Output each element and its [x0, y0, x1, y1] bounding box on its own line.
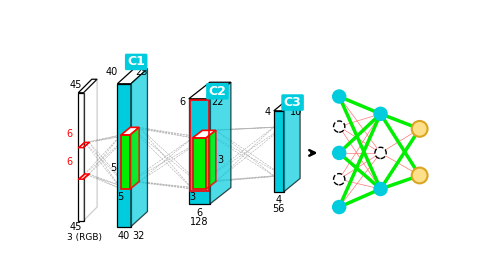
Text: C1: C1 — [127, 55, 145, 68]
Text: 3: 3 — [189, 192, 196, 201]
Polygon shape — [206, 130, 216, 189]
Text: 6: 6 — [66, 157, 72, 167]
Text: 3 (RGB): 3 (RGB) — [67, 233, 102, 242]
Circle shape — [374, 183, 387, 195]
Text: 32: 32 — [132, 231, 144, 241]
Text: 4: 4 — [275, 195, 282, 205]
Text: 40: 40 — [105, 67, 118, 77]
Polygon shape — [130, 127, 139, 189]
Text: 6: 6 — [66, 129, 72, 139]
Circle shape — [374, 107, 387, 120]
Polygon shape — [189, 82, 231, 99]
Text: 5: 5 — [117, 192, 123, 201]
Text: 6: 6 — [180, 97, 186, 107]
Bar — [189, 100, 209, 190]
Polygon shape — [78, 79, 97, 93]
Text: 10: 10 — [290, 107, 303, 117]
Circle shape — [412, 168, 427, 183]
Text: 45: 45 — [69, 222, 81, 232]
Text: 5: 5 — [110, 163, 117, 173]
Bar — [189, 99, 210, 204]
Circle shape — [334, 121, 345, 132]
FancyBboxPatch shape — [206, 83, 229, 100]
Text: 40: 40 — [118, 231, 130, 241]
Circle shape — [333, 90, 346, 103]
Polygon shape — [83, 79, 97, 221]
Text: 6: 6 — [196, 208, 203, 218]
Circle shape — [334, 174, 345, 185]
Bar — [78, 93, 83, 221]
Text: 3: 3 — [217, 155, 224, 165]
Polygon shape — [274, 97, 300, 111]
Polygon shape — [131, 69, 147, 227]
Circle shape — [412, 121, 427, 137]
Text: 4: 4 — [264, 107, 271, 117]
FancyBboxPatch shape — [281, 94, 304, 111]
Text: C3: C3 — [284, 96, 302, 109]
Text: 128: 128 — [190, 217, 208, 227]
Polygon shape — [118, 69, 147, 84]
Circle shape — [333, 201, 346, 213]
Text: 25: 25 — [135, 67, 148, 77]
Text: 56: 56 — [272, 204, 285, 214]
FancyBboxPatch shape — [125, 54, 147, 70]
Polygon shape — [193, 130, 216, 138]
Polygon shape — [284, 97, 300, 192]
Circle shape — [333, 147, 346, 159]
Circle shape — [375, 147, 386, 158]
Text: 22: 22 — [211, 97, 224, 107]
Polygon shape — [210, 82, 231, 204]
Bar — [274, 111, 284, 192]
Bar — [118, 84, 131, 227]
Text: 45: 45 — [69, 80, 81, 90]
Polygon shape — [79, 174, 89, 179]
Text: C2: C2 — [208, 85, 226, 98]
Bar — [121, 135, 130, 189]
Polygon shape — [121, 127, 139, 135]
Bar — [193, 138, 206, 189]
